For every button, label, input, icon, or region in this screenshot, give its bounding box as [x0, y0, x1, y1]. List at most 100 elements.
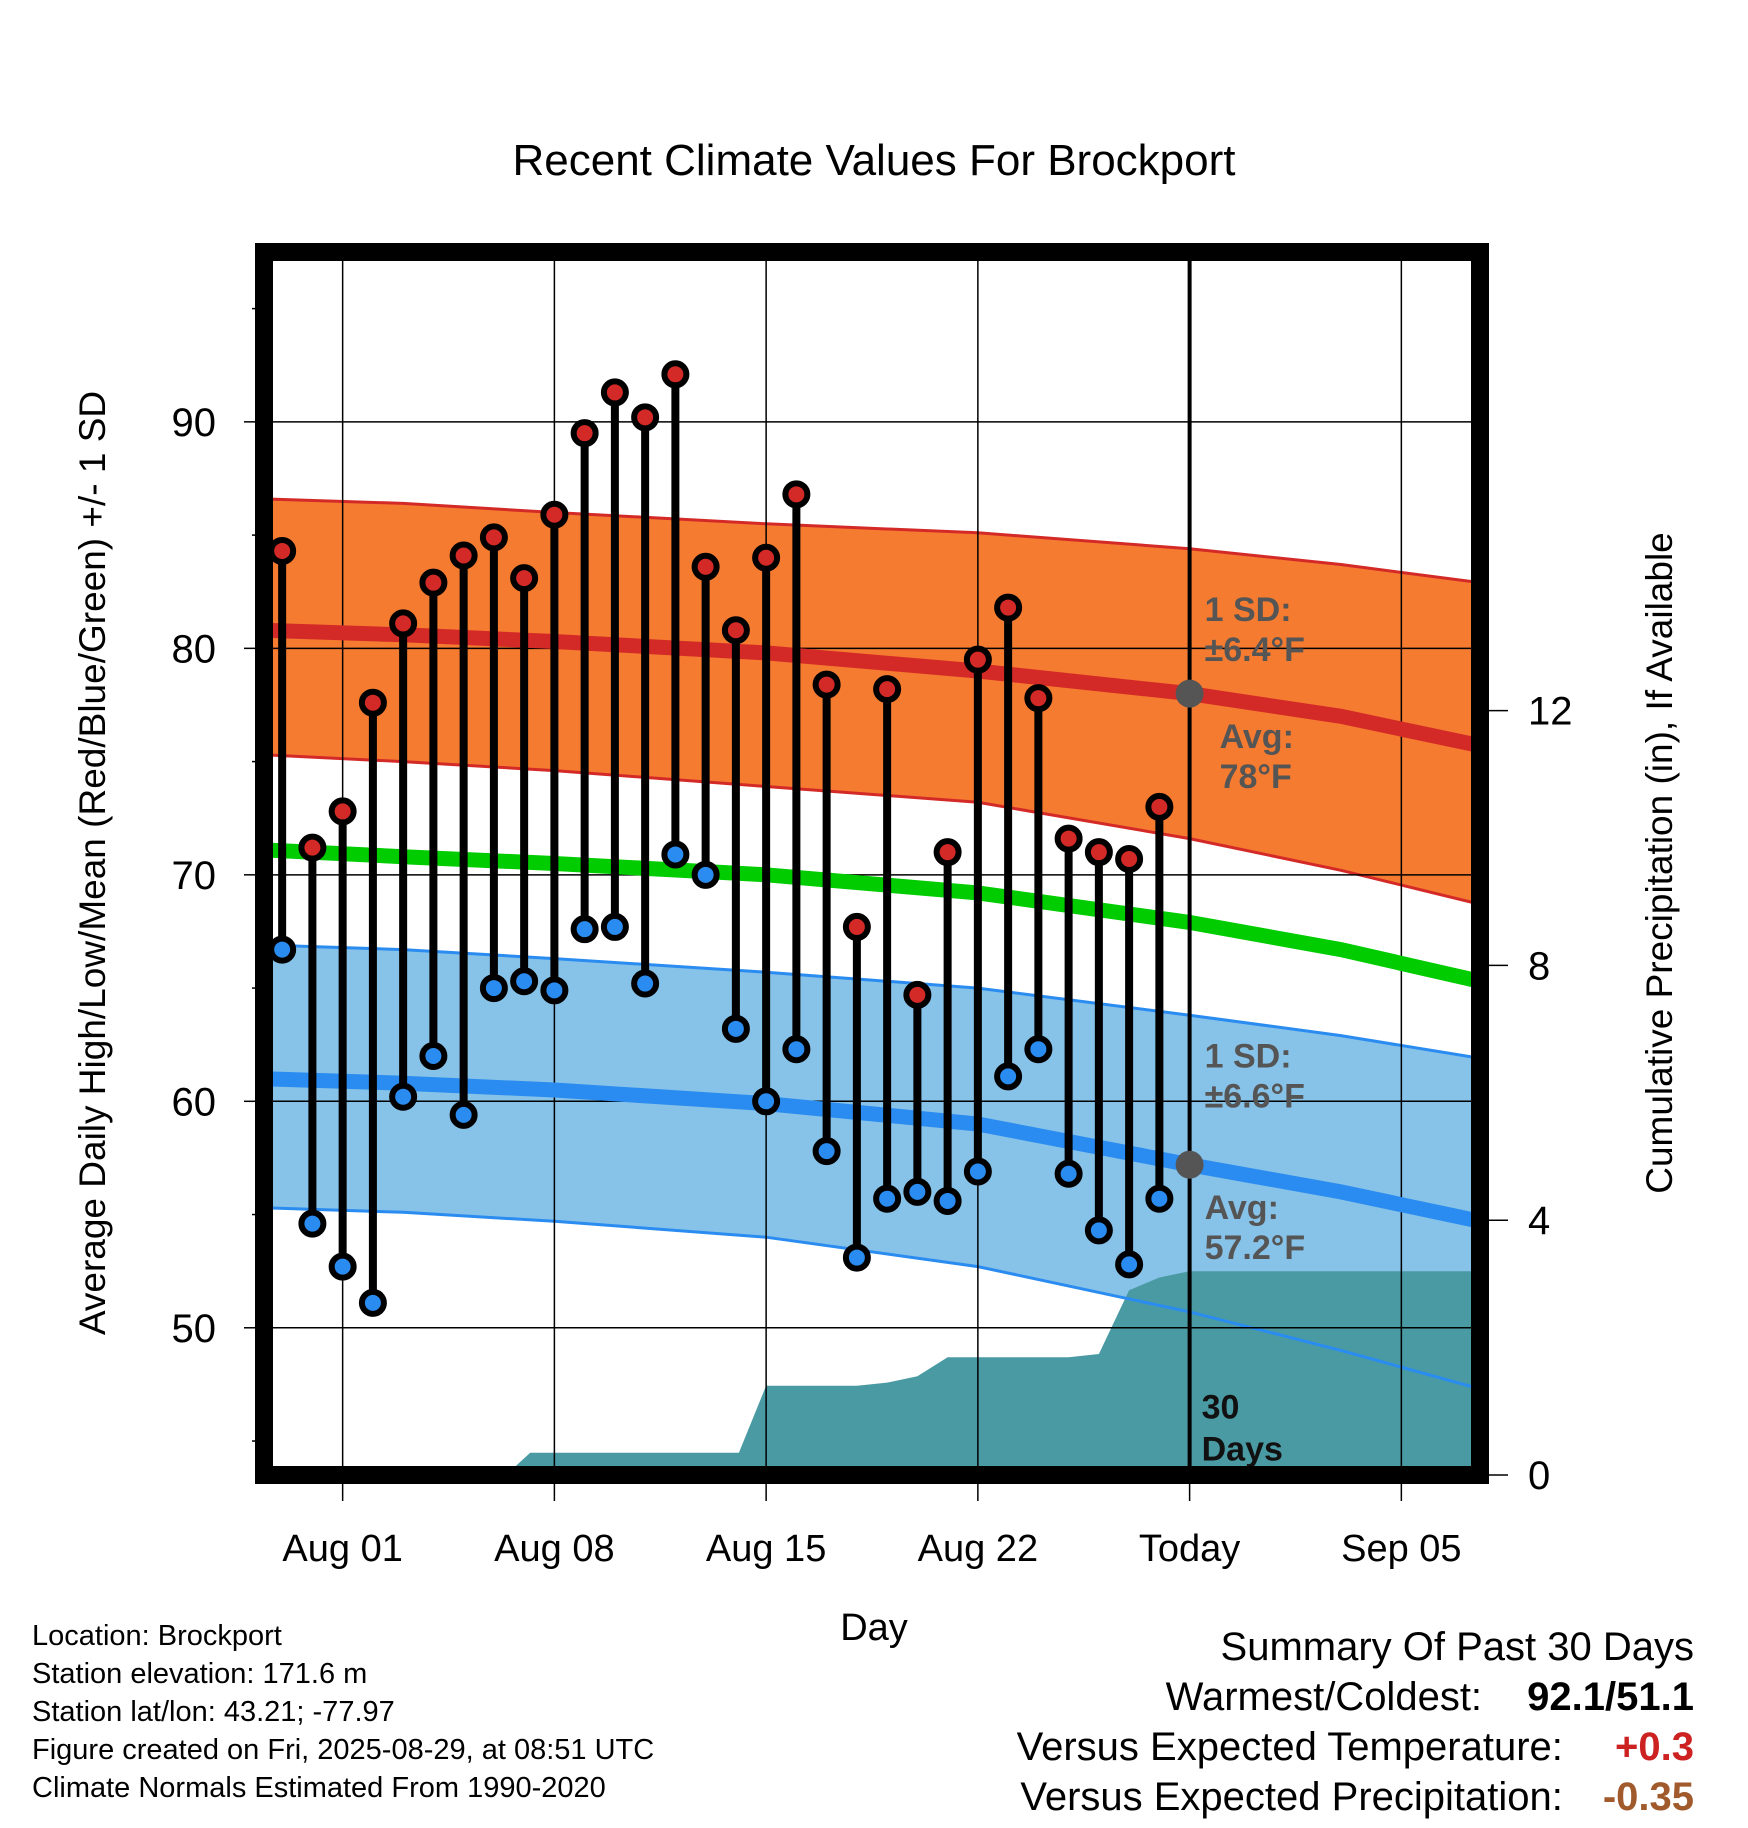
summary-panel: Summary Of Past 30 Days Warmest/Coldest:…	[1017, 1622, 1694, 1822]
observed-low-point-3	[358, 1288, 387, 1317]
high-sd-band	[264, 498, 1480, 905]
observed-low-point-15	[721, 1014, 750, 1043]
y-tick-label-0: 50	[172, 1307, 217, 1351]
observed-high-point-9	[540, 500, 569, 529]
observed-low-point-1	[298, 1209, 327, 1238]
observed-high-point-22	[933, 838, 962, 867]
y2-tick-label-2: 8	[1528, 944, 1550, 988]
low-sd-annotation-0: 1 SD:	[1205, 1037, 1292, 1075]
observed-low-point-16	[752, 1087, 781, 1116]
observed-low-point-4	[389, 1082, 418, 1111]
high-avg-annotation-1: 78°F	[1220, 758, 1292, 796]
y-tick-label-3: 80	[172, 627, 217, 671]
observed-high-point-27	[1084, 838, 1113, 867]
observed-low-point-17	[782, 1035, 811, 1064]
high-sd-annotation-0: 1 SD:	[1205, 591, 1292, 629]
observed-high-point-20	[873, 675, 902, 704]
observed-high-point-6	[449, 541, 478, 570]
summary-warmest-label: Warmest/Coldest:	[1165, 1675, 1483, 1719]
x-tick-label-0: Aug 01	[282, 1528, 402, 1570]
observed-high-point-10	[570, 419, 599, 448]
observed-low-point-8	[510, 967, 539, 996]
y2-tick-label-1: 4	[1528, 1199, 1550, 1243]
observed-high-point-21	[903, 980, 932, 1009]
low-upper-sd-line	[264, 943, 1480, 1060]
x-tick-label-3: Aug 22	[918, 1528, 1038, 1570]
summary-precip-row: Versus Expected Precipitation: -0.35	[1017, 1772, 1694, 1822]
y-tick-label-4: 90	[172, 401, 217, 445]
observed-low-point-13	[661, 840, 690, 869]
observed-high-point-13	[661, 360, 690, 389]
observed-low-point-26	[1054, 1159, 1083, 1188]
observed-high-point-19	[842, 912, 871, 941]
station-info: Location: Brockport Station elevation: 1…	[32, 1617, 654, 1807]
observed-low-point-21	[903, 1177, 932, 1206]
x-tick-label-4: Today	[1139, 1528, 1240, 1570]
observed-high-point-12	[631, 403, 660, 432]
days-window-label-0: 30	[1202, 1388, 1240, 1426]
observed-high-point-3	[358, 688, 387, 717]
observed-low-point-2	[328, 1252, 357, 1281]
high-upper-sd-line	[264, 497, 1480, 585]
observed-high-point-14	[691, 552, 720, 581]
y-tick-label-2: 70	[172, 854, 217, 898]
info-elevation: Station elevation: 171.6 m	[32, 1658, 368, 1690]
observed-high-point-0	[268, 536, 297, 565]
avg-high-line	[264, 622, 1480, 754]
high-sd-annotation-1: ±6.4°F	[1205, 631, 1305, 669]
observed-high-point-7	[479, 523, 508, 552]
observed-low-point-7	[479, 974, 508, 1003]
observed-low-point-28	[1115, 1250, 1144, 1279]
observed-low-point-0	[268, 935, 297, 964]
low-avg-annotation-0: Avg:	[1205, 1189, 1279, 1227]
observed-low-point-14	[691, 860, 720, 889]
y-tick-label-1: 60	[172, 1080, 217, 1124]
info-normals: Climate Normals Estimated From 1990-2020	[32, 1772, 606, 1804]
high-lower-sd-line	[264, 753, 1480, 906]
y-axis-label: Average Daily High/Low/Mean (Red/Blue/Gr…	[72, 391, 113, 1335]
observed-high-point-11	[600, 378, 629, 407]
summary-temp-row: Versus Expected Temperature: +0.3	[1017, 1722, 1694, 1772]
observed-low-point-6	[449, 1100, 478, 1129]
observed-high-point-2	[328, 797, 357, 826]
observed-high-point-5	[419, 568, 448, 597]
x-tick-label-1: Aug 08	[494, 1528, 614, 1570]
today-avg-low-marker	[1175, 1150, 1204, 1179]
observed-high-point-16	[752, 543, 781, 572]
precip-area	[264, 1271, 1480, 1475]
x-axis-label: Day	[840, 1607, 908, 1649]
observed-low-point-27	[1084, 1216, 1113, 1245]
low-sd-annotation-1: ±6.6°F	[1205, 1077, 1305, 1115]
observed-low-point-24	[994, 1062, 1023, 1091]
observed-high-point-24	[994, 593, 1023, 622]
observed-low-point-10	[570, 915, 599, 944]
y2-axis-label: Cumulative Precipitation (in), If Availa…	[1639, 532, 1680, 1194]
observed-high-point-1	[298, 833, 327, 862]
observed-high-point-28	[1115, 844, 1144, 873]
days-window-label-1: Days	[1202, 1430, 1283, 1468]
summary-temp-label: Versus Expected Temperature:	[1016, 1725, 1563, 1769]
info-location: Location: Brockport	[32, 1620, 282, 1652]
observed-high-point-15	[721, 616, 750, 645]
summary-heading: Summary Of Past 30 Days	[1220, 1625, 1694, 1669]
info-created: Figure created on Fri, 2025-08-29, at 08…	[32, 1734, 655, 1766]
avg-mean-line	[264, 842, 1480, 989]
observed-high-point-29	[1145, 792, 1174, 821]
observed-high-point-17	[782, 480, 811, 509]
observed-low-point-19	[842, 1243, 871, 1272]
observed-high-point-23	[963, 645, 992, 674]
summary-precip-value: -0.35	[1602, 1775, 1694, 1819]
observed-high-point-18	[812, 670, 841, 699]
low-avg-annotation-1: 57.2°F	[1205, 1229, 1306, 1267]
summary-temp-value: +0.3	[1615, 1725, 1694, 1769]
observed-high-point-4	[389, 609, 418, 638]
y2-tick-label-3: 12	[1528, 690, 1573, 734]
observed-low-point-5	[419, 1042, 448, 1071]
chart-title: Recent Climate Values For Brockport	[512, 136, 1235, 185]
avg-low-line	[264, 1071, 1480, 1229]
observed-low-point-12	[631, 969, 660, 998]
observed-low-point-23	[963, 1157, 992, 1186]
